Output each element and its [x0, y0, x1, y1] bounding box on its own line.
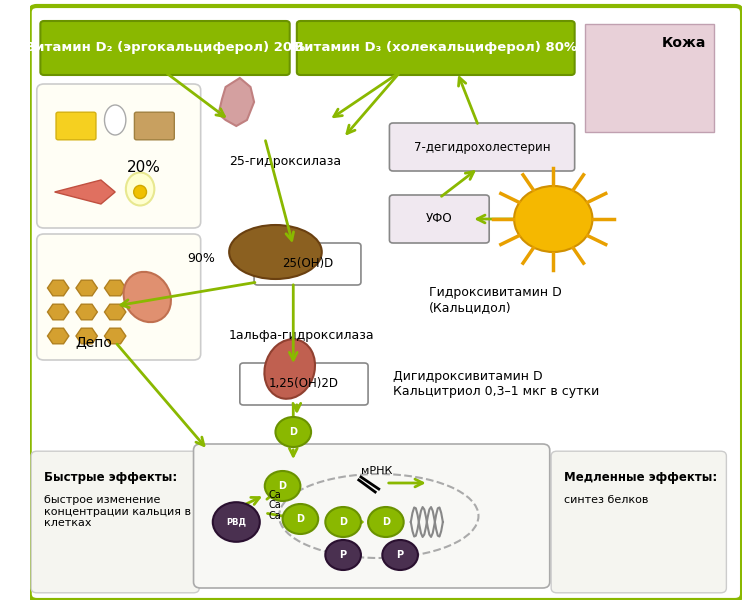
Text: P: P: [340, 550, 346, 560]
Circle shape: [382, 540, 418, 570]
Text: Дигидроксивитамин D
Кальцитриол 0,3–1 мкг в сутки: Дигидроксивитамин D Кальцитриол 0,3–1 мк…: [393, 370, 599, 398]
FancyBboxPatch shape: [37, 84, 201, 228]
Polygon shape: [104, 304, 126, 320]
FancyBboxPatch shape: [297, 21, 574, 75]
Circle shape: [326, 540, 361, 570]
FancyBboxPatch shape: [194, 444, 550, 588]
Polygon shape: [76, 280, 98, 296]
Polygon shape: [104, 280, 126, 296]
Text: Ca: Ca: [268, 511, 281, 521]
Text: D: D: [382, 517, 390, 527]
Polygon shape: [47, 304, 69, 320]
Circle shape: [213, 502, 260, 542]
Polygon shape: [218, 78, 254, 126]
Circle shape: [514, 186, 592, 252]
Ellipse shape: [134, 185, 146, 199]
FancyBboxPatch shape: [134, 112, 174, 140]
Text: Гидроксивитамин D
(Кальцидол): Гидроксивитамин D (Кальцидол): [428, 286, 561, 314]
Text: D: D: [278, 481, 286, 491]
FancyBboxPatch shape: [585, 24, 713, 132]
FancyBboxPatch shape: [30, 6, 742, 600]
FancyBboxPatch shape: [56, 112, 96, 140]
Ellipse shape: [124, 272, 171, 322]
Text: 90%: 90%: [187, 251, 215, 265]
Polygon shape: [55, 180, 116, 204]
Text: 1альфа-гидроксилаза: 1альфа-гидроксилаза: [230, 329, 375, 343]
Circle shape: [326, 507, 361, 537]
Text: мРНК: мРНК: [361, 466, 392, 476]
Text: 25(ОН)D: 25(ОН)D: [282, 257, 333, 271]
Text: Кожа: Кожа: [662, 36, 706, 50]
FancyBboxPatch shape: [254, 243, 361, 285]
Ellipse shape: [126, 172, 154, 205]
Text: Витамин D₃ (холекальциферол) 80%: Витамин D₃ (холекальциферол) 80%: [294, 41, 578, 55]
FancyBboxPatch shape: [389, 195, 489, 243]
Text: 25-гидроксилаза: 25-гидроксилаза: [230, 155, 341, 169]
FancyBboxPatch shape: [40, 21, 290, 75]
Text: D: D: [290, 427, 297, 437]
Circle shape: [283, 504, 318, 534]
Polygon shape: [104, 328, 126, 344]
Text: 20%: 20%: [127, 160, 160, 175]
Text: 7-дегидрохолестерин: 7-дегидрохолестерин: [414, 140, 550, 154]
Circle shape: [368, 507, 404, 537]
Text: Ca: Ca: [268, 490, 281, 500]
Text: Витамин D₂ (эргокальциферол) 20%: Витамин D₂ (эргокальциферол) 20%: [25, 41, 305, 55]
Circle shape: [265, 471, 301, 501]
Text: Быстрые эффекты:: Быстрые эффекты:: [44, 471, 177, 484]
Ellipse shape: [230, 225, 322, 279]
Text: РВД: РВД: [226, 517, 246, 527]
Text: 1,25(ОН)2D: 1,25(ОН)2D: [269, 377, 339, 391]
FancyBboxPatch shape: [37, 234, 201, 360]
Text: Ca: Ca: [268, 500, 281, 510]
Text: Депо: Депо: [75, 335, 112, 349]
Polygon shape: [76, 304, 98, 320]
Text: быстрое изменение
концентрации кальция в
клетках: быстрое изменение концентрации кальция в…: [44, 495, 191, 528]
FancyBboxPatch shape: [240, 363, 368, 405]
Polygon shape: [47, 280, 69, 296]
Text: синтез белков: синтез белков: [564, 495, 648, 505]
Text: D: D: [339, 517, 347, 527]
FancyBboxPatch shape: [31, 451, 200, 593]
FancyBboxPatch shape: [551, 451, 727, 593]
Polygon shape: [76, 328, 98, 344]
Text: Медленные эффекты:: Медленные эффекты:: [564, 471, 717, 484]
Polygon shape: [47, 328, 69, 344]
Circle shape: [275, 417, 311, 447]
Text: D: D: [296, 514, 304, 524]
FancyBboxPatch shape: [389, 123, 574, 171]
Text: УФО: УФО: [426, 212, 452, 226]
Ellipse shape: [104, 105, 126, 135]
Text: P: P: [397, 550, 404, 560]
Ellipse shape: [265, 339, 315, 399]
